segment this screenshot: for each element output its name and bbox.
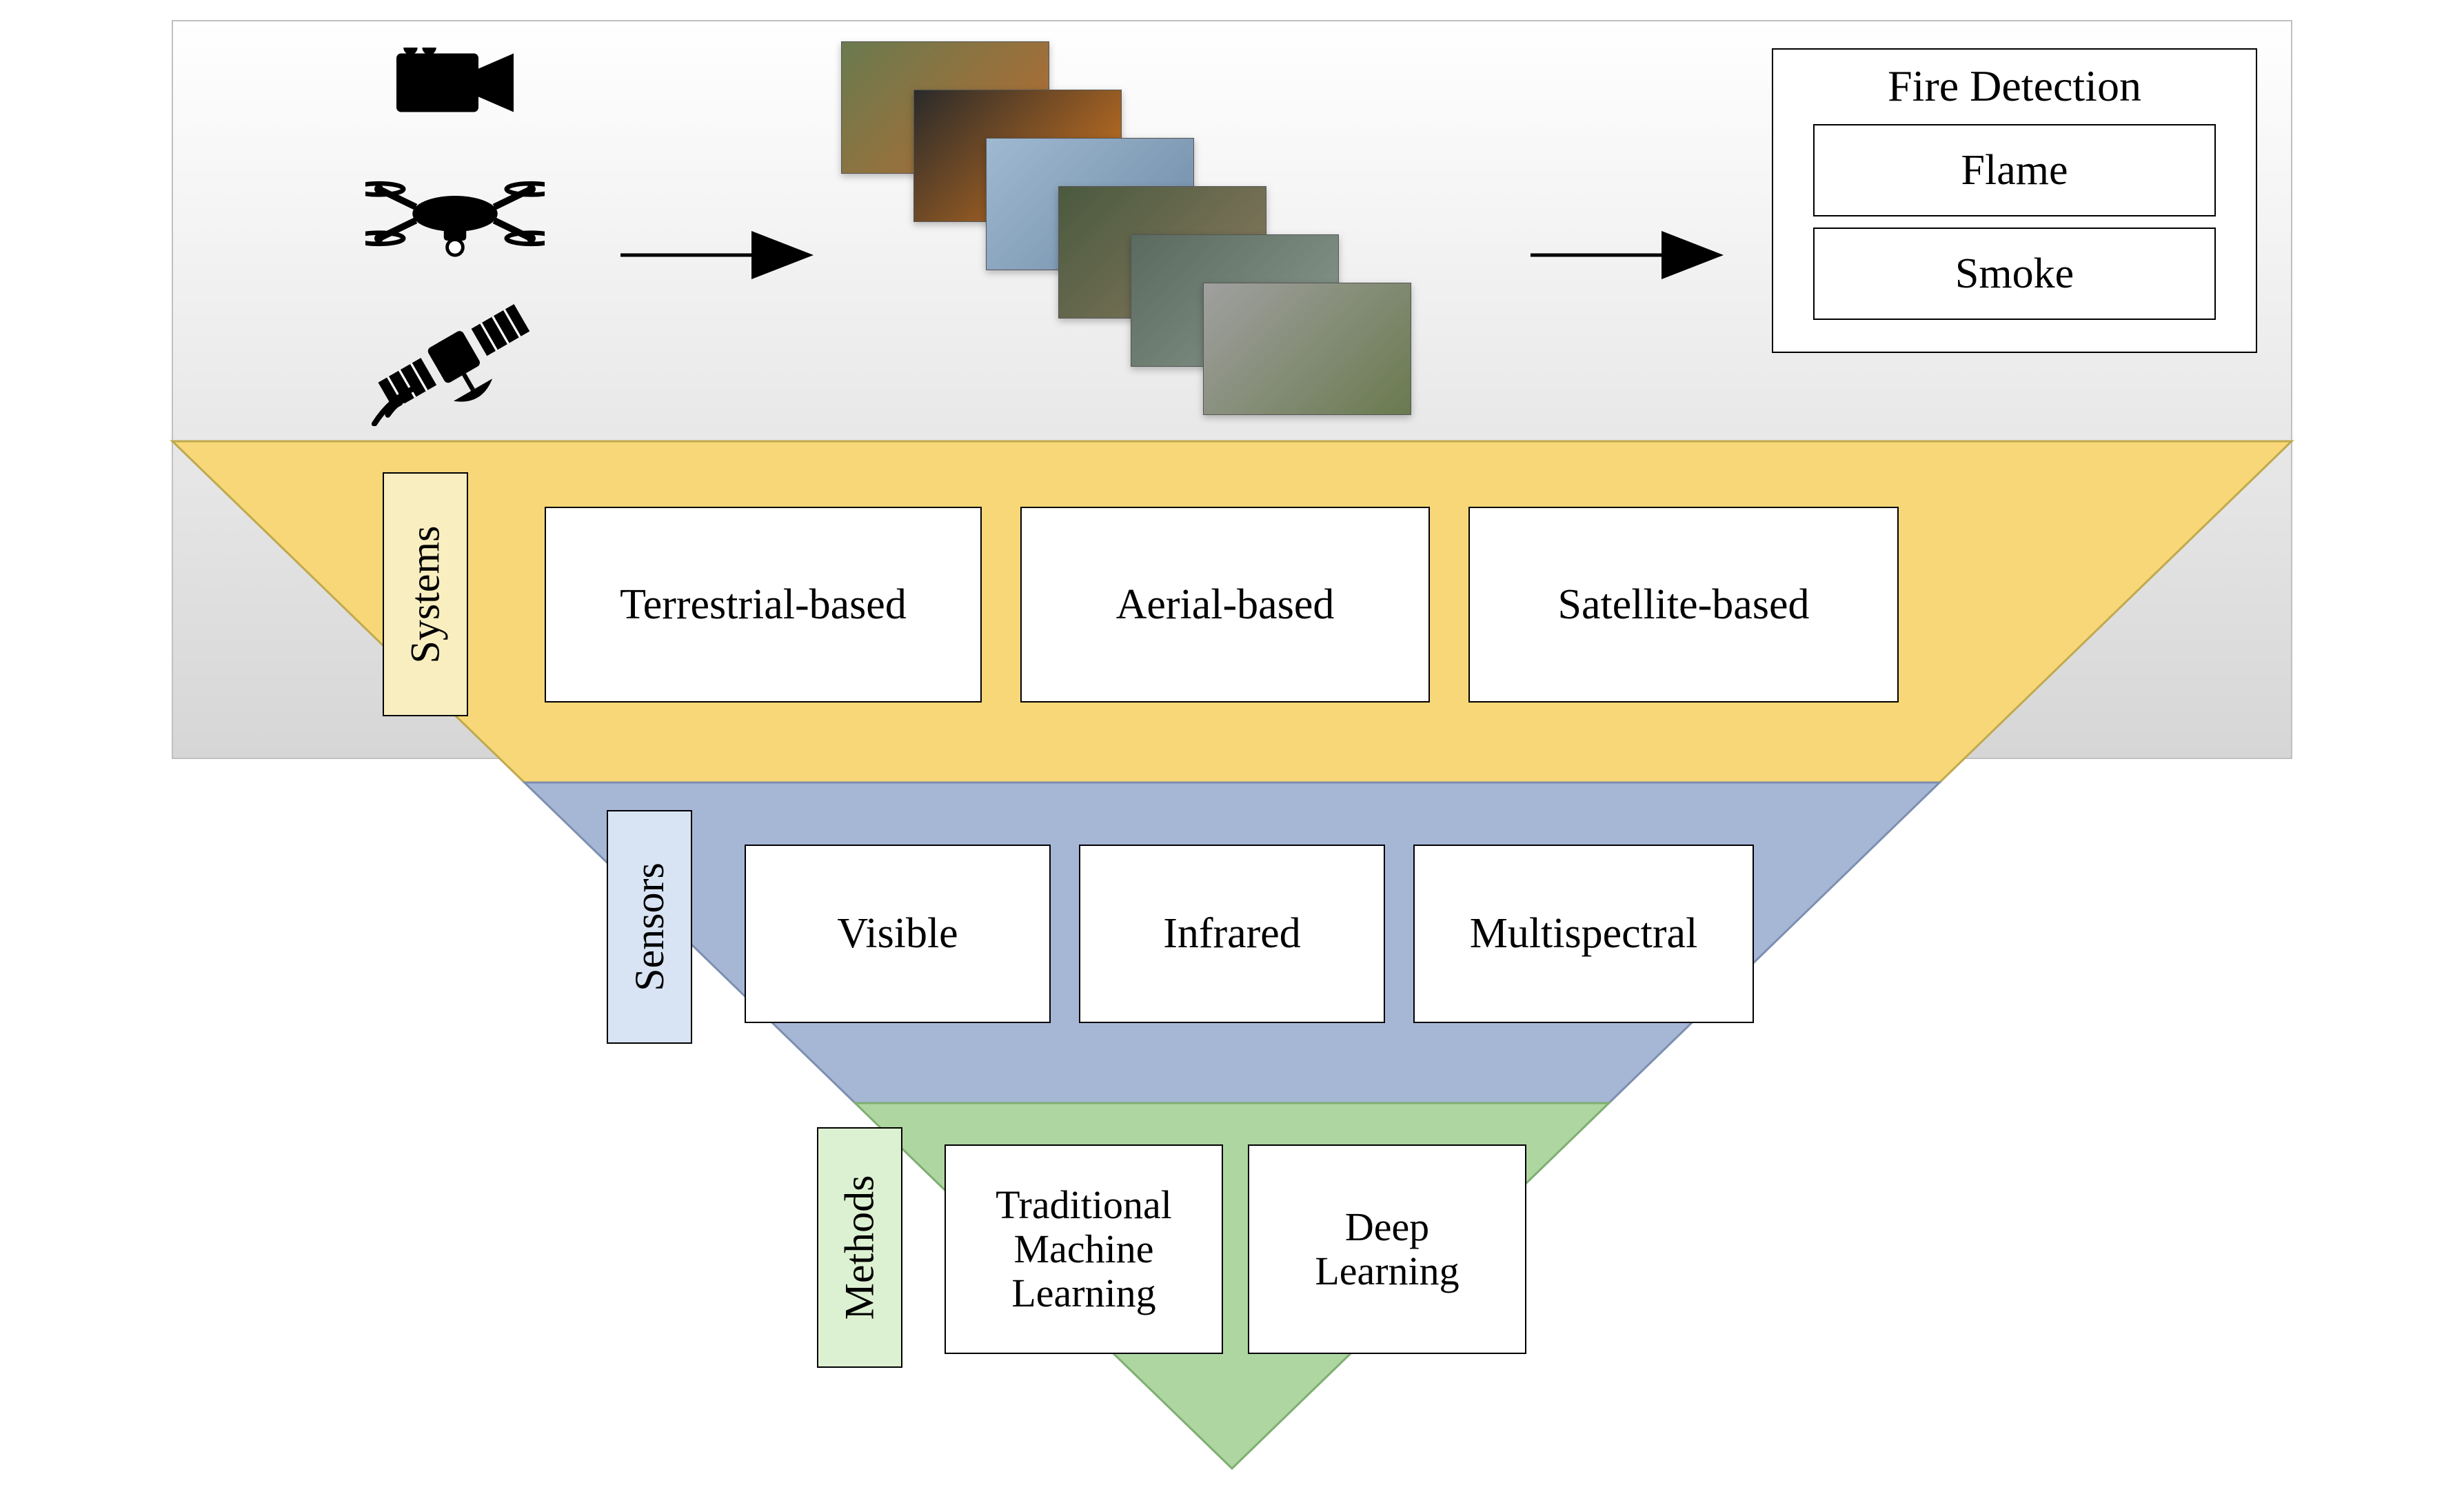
box-label: Multispectral (1470, 910, 1698, 957)
sensors-infrared-box: Infrared (1079, 845, 1385, 1023)
box-label: Traditional Machine Learning (996, 1183, 1172, 1315)
methods-deep-learning-box: Deep Learning (1248, 1144, 1526, 1354)
box-label: Satellite-based (1558, 581, 1810, 628)
methods-tab: Methods (817, 1127, 902, 1368)
fire-detection-title: Fire Detection (1888, 62, 2141, 110)
fire-detection-item-label: Smoke (1955, 250, 2074, 297)
systems-aerial-box: Aerial-based (1020, 507, 1430, 703)
satellite-icon (365, 292, 545, 426)
drone-icon (365, 169, 545, 259)
box-label: Infrared (1163, 910, 1301, 957)
systems-terrestrial-box: Terrestrial-based (545, 507, 982, 703)
box-label: Visible (837, 910, 958, 957)
methods-traditional-ml-box: Traditional Machine Learning (945, 1144, 1223, 1354)
sensors-tab: Sensors (607, 810, 692, 1044)
box-label: Aerial-based (1116, 581, 1335, 628)
box-label: Deep Learning (1315, 1205, 1459, 1293)
sensors-multispectral-box: Multispectral (1413, 845, 1754, 1023)
camera-icon (396, 48, 514, 118)
systems-satellite-box: Satellite-based (1468, 507, 1899, 703)
fire-detection-flame-box: Flame (1813, 124, 2216, 216)
systems-tab: Systems (383, 472, 468, 716)
fire-detection-item-label: Flame (1961, 147, 2068, 194)
methods-tab-label: Methods (836, 1175, 884, 1320)
box-label: Terrestrial-based (620, 581, 907, 628)
sample-image-tile (1203, 283, 1411, 415)
sensors-tab-label: Sensors (626, 862, 674, 991)
systems-tab-label: Systems (402, 525, 450, 663)
sensors-visible-box: Visible (745, 845, 1051, 1023)
fire-detection-smoke-box: Smoke (1813, 228, 2216, 320)
